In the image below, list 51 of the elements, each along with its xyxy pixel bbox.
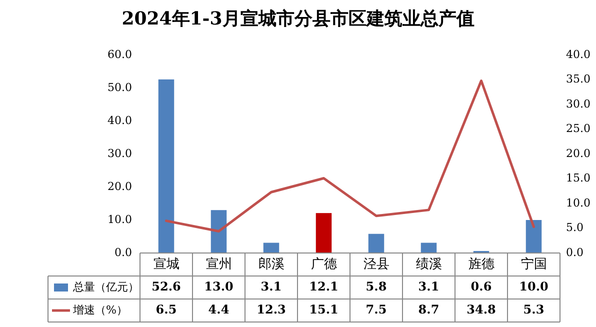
- data-label: 4.4: [208, 302, 230, 317]
- data-label: 5.8: [366, 280, 387, 294]
- y2-tick-label: 20.0: [566, 146, 590, 160]
- x-tick-label: 宁国: [520, 256, 547, 272]
- y-tick-label: 40.0: [108, 114, 132, 127]
- x-tick-label: 广德: [310, 256, 337, 272]
- x-tick-label: 宣州: [206, 256, 232, 272]
- line-series: [165, 79, 535, 232]
- y2-tick-label: 15.0: [566, 172, 590, 185]
- y-tick-label: 50.0: [108, 80, 132, 94]
- data-label: 13.0: [204, 280, 234, 294]
- y-tick-label: 30.0: [108, 146, 132, 160]
- legend-label: 增速（%）: [72, 303, 128, 316]
- data-label: 12.1: [309, 280, 338, 294]
- y2-tick-label: 0.0: [566, 246, 584, 259]
- x-tick-label: 宣城: [153, 256, 180, 272]
- data-label: 0.6: [470, 280, 492, 294]
- data-label: 6.5: [156, 302, 177, 317]
- y-tick-label: 0.0: [114, 246, 132, 259]
- data-label: 3.1: [260, 280, 282, 294]
- data-label: 52.6: [152, 280, 181, 294]
- y2-tick-label: 25.0: [566, 122, 590, 136]
- bar: [263, 242, 280, 253]
- chart-title: 2024年1-3月宣城市分县市区建筑业总产值: [122, 8, 474, 30]
- data-label: 34.8: [466, 302, 496, 317]
- data-label: 8.7: [418, 302, 440, 317]
- bar: [368, 234, 384, 253]
- data-label: 10.0: [519, 280, 548, 294]
- x-tick-label: 旌德: [468, 256, 494, 272]
- bar: [526, 220, 542, 253]
- y2-tick-label: 10.0: [566, 196, 590, 210]
- y-tick-label: 10.0: [108, 212, 132, 226]
- y-tick-label: 20.0: [108, 180, 132, 193]
- data-label: 12.3: [256, 302, 286, 317]
- x-tick-label: 郎溪: [258, 256, 284, 272]
- data-label: 7.5: [366, 302, 387, 317]
- data-label: 5.3: [523, 302, 544, 317]
- y-tick-label: 60.0: [108, 48, 132, 61]
- y2-tick-label: 35.0: [566, 72, 590, 86]
- data-label: 3.1: [418, 280, 440, 294]
- y2-tick-label: 30.0: [566, 97, 590, 110]
- legend-label: 总量（亿元）: [72, 280, 139, 294]
- bar: [210, 210, 227, 253]
- y2-tick-label: 5.0: [566, 221, 584, 234]
- x-tick-label: 绩溪: [416, 256, 442, 272]
- bar: [316, 213, 332, 253]
- data-label: 15.1: [309, 302, 338, 317]
- y2-tick-label: 40.0: [566, 48, 590, 61]
- bar: [158, 79, 174, 253]
- bar: [420, 242, 437, 253]
- x-tick-label: 泾县: [363, 256, 390, 272]
